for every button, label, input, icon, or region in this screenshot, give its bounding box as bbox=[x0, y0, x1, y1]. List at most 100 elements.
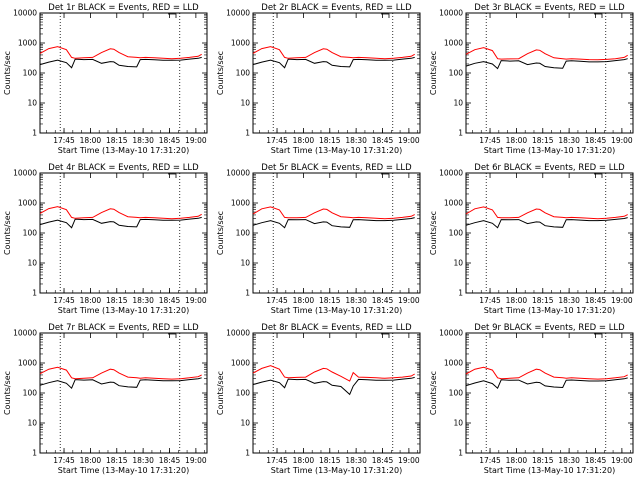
y-tick-label: 10000 bbox=[439, 169, 463, 178]
lld-series-line bbox=[465, 206, 628, 220]
y-tick-label: 1 bbox=[458, 289, 463, 298]
events-series-line bbox=[465, 377, 628, 390]
detector-panel-5: Det 5r BLACK = Events, RED = LLD 1 10 100 10… bbox=[216, 163, 421, 315]
detector-panel-9: Det 9r BLACK = Events, RED = LLD 1 10 100 10… bbox=[429, 323, 634, 475]
x-tick-label: 19:00 bbox=[185, 136, 207, 145]
y-tick-label: 10000 bbox=[226, 169, 250, 178]
plot-frame bbox=[252, 332, 421, 454]
x-tick-label: 19:00 bbox=[185, 296, 207, 305]
x-tick-label: 17:45 bbox=[479, 456, 501, 465]
detector-panel-1: Det 1r BLACK = Events, RED = LLD 1 10 100 10… bbox=[3, 3, 208, 155]
x-tick-label: 18:30 bbox=[132, 296, 154, 305]
y-tick-label: 1000 bbox=[444, 199, 463, 208]
detector-panel-4: Det 4r BLACK = Events, RED = LLD 1 10 100 10… bbox=[3, 163, 208, 315]
panel-title: Det 7r BLACK = Events, RED = LLD bbox=[48, 323, 199, 333]
y-axis-label: Counts/sec bbox=[3, 51, 12, 95]
y-tick-label: 10 bbox=[240, 99, 250, 108]
y-tick-label: 1 bbox=[458, 129, 463, 138]
x-tick-label: 17:45 bbox=[53, 456, 75, 465]
lld-series-line bbox=[252, 206, 415, 220]
top-marker bbox=[594, 13, 603, 18]
x-tick-label: 18:45 bbox=[372, 136, 394, 145]
x-tick-label: 18:30 bbox=[558, 136, 580, 145]
x-axis-label: Start Time (13-May-10 17:31:20) bbox=[271, 306, 402, 315]
plot-frame bbox=[465, 12, 634, 134]
y-tick-label: 100 bbox=[449, 69, 464, 78]
x-tick-label: 19:00 bbox=[398, 296, 420, 305]
x-axis-label: Start Time (13-May-10 17:31:20) bbox=[484, 466, 615, 475]
x-tick-label: 17:45 bbox=[479, 136, 501, 145]
y-tick-label: 10000 bbox=[439, 329, 463, 338]
panel-title: Det 9r BLACK = Events, RED = LLD bbox=[474, 323, 625, 333]
y-axis-label: Counts/sec bbox=[3, 211, 12, 255]
y-tick-label: 100 bbox=[23, 389, 38, 398]
x-tick-label: 18:45 bbox=[159, 296, 181, 305]
panel-title: Det 6r BLACK = Events, RED = LLD bbox=[474, 163, 625, 173]
y-tick-label: 1000 bbox=[18, 199, 37, 208]
top-marker bbox=[381, 333, 390, 338]
top-marker bbox=[381, 13, 390, 18]
x-tick-label: 19:00 bbox=[398, 456, 420, 465]
detector-panel-8: Det 8r BLACK = Events, RED = LLD 1 10 100 10… bbox=[216, 323, 421, 475]
lld-series-line bbox=[39, 366, 202, 380]
y-tick-label: 100 bbox=[236, 69, 251, 78]
detector-panel-7: Det 7r BLACK = Events, RED = LLD 1 10 100 10… bbox=[3, 323, 208, 475]
y-tick-label: 100 bbox=[449, 389, 464, 398]
y-tick-label: 100 bbox=[449, 229, 464, 238]
y-tick-label: 1000 bbox=[18, 39, 37, 48]
x-tick-label: 18:00 bbox=[80, 296, 102, 305]
y-tick-label: 10 bbox=[240, 419, 250, 428]
x-tick-label: 18:15 bbox=[319, 456, 341, 465]
x-tick-label: 18:45 bbox=[585, 136, 607, 145]
detector-panel-2: Det 2r BLACK = Events, RED = LLD 1 10 100 10… bbox=[216, 3, 421, 155]
y-tick-label: 1 bbox=[245, 289, 250, 298]
x-tick-label: 19:00 bbox=[611, 296, 633, 305]
x-axis-label: Start Time (13-May-10 17:31:20) bbox=[58, 146, 189, 155]
x-tick-label: 17:45 bbox=[479, 296, 501, 305]
x-tick-label: 18:30 bbox=[558, 296, 580, 305]
lld-series-line bbox=[252, 365, 415, 382]
x-tick-label: 18:15 bbox=[319, 296, 341, 305]
top-marker bbox=[168, 173, 177, 178]
x-tick-label: 18:30 bbox=[558, 456, 580, 465]
events-series-line bbox=[252, 56, 415, 69]
x-tick-label: 18:45 bbox=[585, 456, 607, 465]
x-axis-label: Start Time (13-May-10 17:31:20) bbox=[271, 466, 402, 475]
y-tick-label: 10 bbox=[27, 259, 37, 268]
x-tick-label: 18:00 bbox=[506, 456, 528, 465]
x-tick-label: 18:00 bbox=[293, 296, 315, 305]
x-tick-label: 18:15 bbox=[532, 456, 554, 465]
panel-title: Det 8r BLACK = Events, RED = LLD bbox=[261, 323, 412, 333]
lld-series-line bbox=[252, 46, 415, 60]
x-tick-label: 17:45 bbox=[266, 136, 288, 145]
x-tick-label: 18:00 bbox=[506, 136, 528, 145]
y-tick-label: 10 bbox=[453, 99, 463, 108]
top-marker bbox=[168, 13, 177, 18]
x-tick-label: 19:00 bbox=[185, 456, 207, 465]
events-series-line bbox=[465, 58, 628, 70]
x-tick-label: 18:00 bbox=[80, 136, 102, 145]
y-tick-label: 1 bbox=[458, 449, 463, 458]
plot-frame bbox=[252, 172, 421, 294]
detector-panel-6: Det 6r BLACK = Events, RED = LLD 1 10 100 10… bbox=[429, 163, 634, 315]
events-series-line bbox=[39, 56, 202, 69]
x-tick-label: 18:15 bbox=[106, 456, 128, 465]
x-tick-label: 17:45 bbox=[53, 136, 75, 145]
lld-series-line bbox=[465, 366, 628, 380]
panel-title: Det 5r BLACK = Events, RED = LLD bbox=[261, 163, 412, 173]
plot-frame bbox=[39, 332, 208, 454]
lld-series-line bbox=[465, 47, 628, 61]
y-tick-label: 10 bbox=[240, 259, 250, 268]
y-tick-label: 1 bbox=[245, 449, 250, 458]
x-tick-label: 18:30 bbox=[345, 456, 367, 465]
detector-panel-3: Det 3r BLACK = Events, RED = LLD 1 10 100 10… bbox=[429, 3, 634, 155]
panel-title: Det 1r BLACK = Events, RED = LLD bbox=[48, 3, 199, 13]
x-tick-label: 18:15 bbox=[532, 296, 554, 305]
y-tick-label: 1 bbox=[32, 129, 37, 138]
x-axis-label: Start Time (13-May-10 17:31:20) bbox=[484, 306, 615, 315]
x-axis-label: Start Time (13-May-10 17:31:20) bbox=[58, 466, 189, 475]
x-tick-label: 18:30 bbox=[132, 136, 154, 145]
y-tick-label: 1000 bbox=[231, 39, 250, 48]
x-tick-label: 18:30 bbox=[345, 136, 367, 145]
